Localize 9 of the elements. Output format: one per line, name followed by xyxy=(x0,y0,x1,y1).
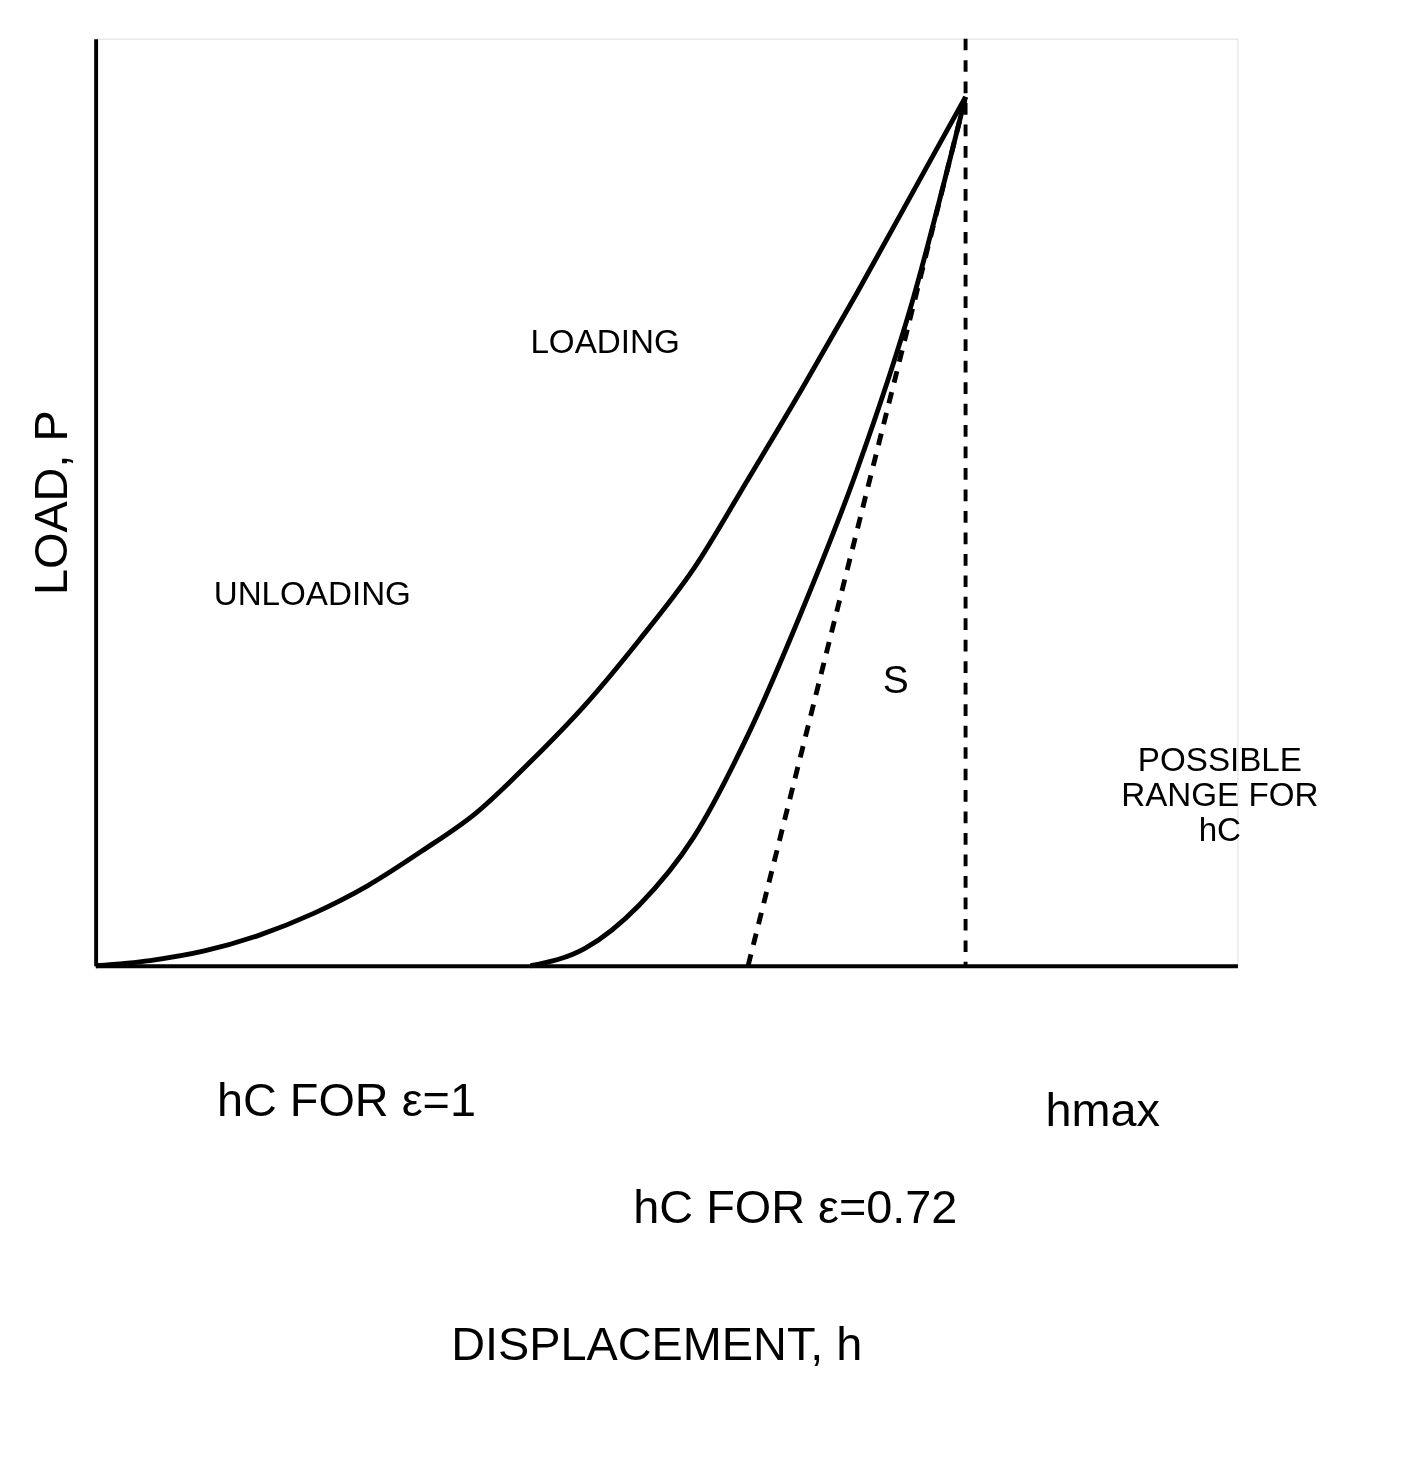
annotation: LOADING xyxy=(530,322,680,360)
annotation: S xyxy=(882,657,909,701)
text: hC FOR ε=1 xyxy=(216,1074,476,1127)
y-axis-title: LOAD, P xyxy=(24,410,77,596)
text: DISPLACEMENT, h xyxy=(451,1318,863,1371)
text: hC FOR ε=0.72 xyxy=(633,1181,958,1234)
annotation: POSSIBLE RANGE FOR hC xyxy=(1121,740,1319,848)
text: hmax xyxy=(1045,1083,1161,1136)
annotation: UNLOADING xyxy=(213,574,411,612)
